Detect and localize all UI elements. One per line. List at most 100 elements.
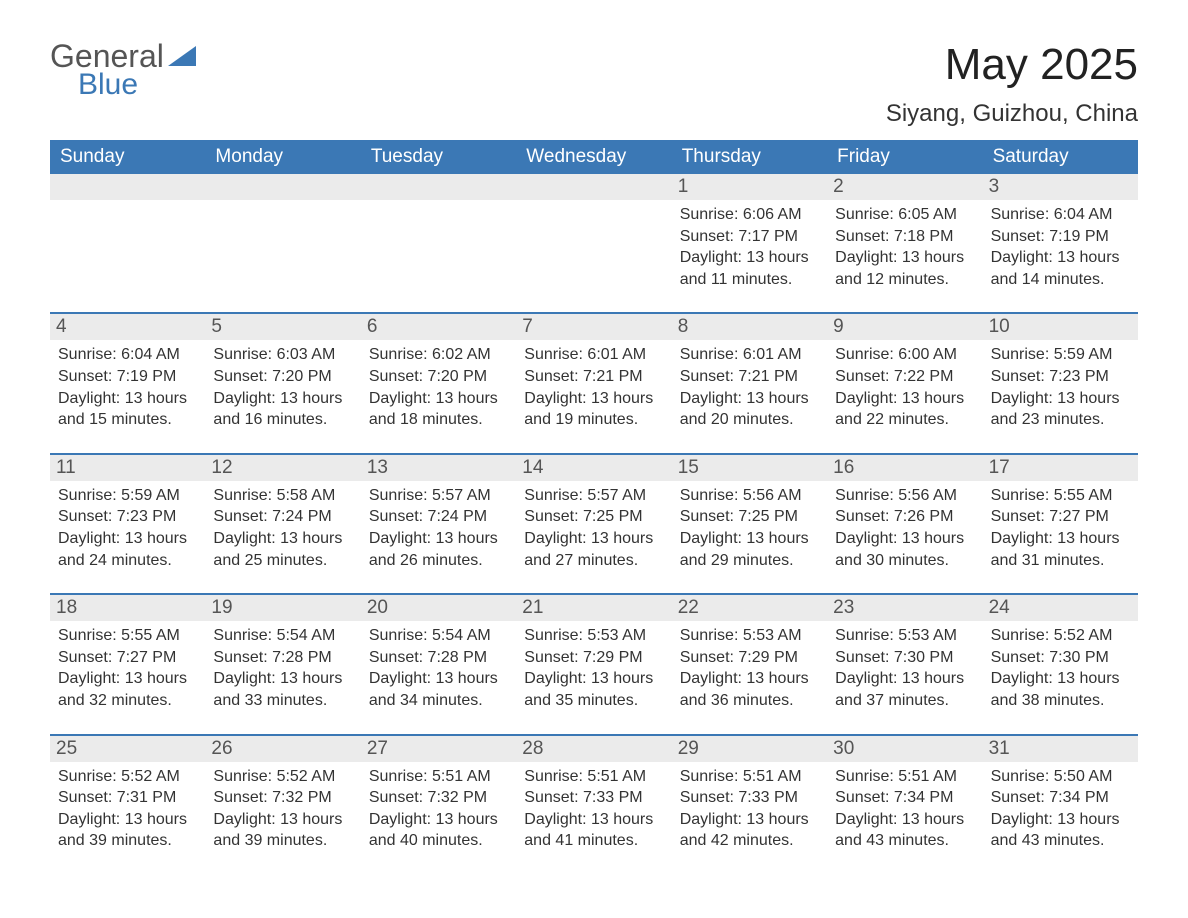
- day-cell: 21 Sunrise: 5:53 AMSunset: 7:29 PMDayligh…: [516, 595, 671, 733]
- day-info: Sunrise: 5:57 AMSunset: 7:24 PMDaylight:…: [367, 485, 510, 571]
- day-number: 14: [516, 455, 671, 481]
- header: General Blue May 2025 Siyang, Guizhou, C…: [50, 40, 1138, 128]
- day-number: 1: [672, 174, 827, 200]
- weekday-label: Wednesday: [516, 140, 671, 174]
- day-info: Sunrise: 5:52 AMSunset: 7:30 PMDaylight:…: [989, 625, 1132, 711]
- day-info: Sunrise: 6:03 AMSunset: 7:20 PMDaylight:…: [211, 344, 354, 430]
- day-number: 5: [205, 314, 360, 340]
- day-info: Sunrise: 5:50 AMSunset: 7:34 PMDaylight:…: [989, 766, 1132, 852]
- day-cell: [50, 174, 205, 312]
- logo-text-blue: Blue: [78, 70, 164, 100]
- day-info: Sunrise: 6:01 AMSunset: 7:21 PMDaylight:…: [522, 344, 665, 430]
- weekday-label: Monday: [205, 140, 360, 174]
- day-number: 9: [827, 314, 982, 340]
- day-info: Sunrise: 5:51 AMSunset: 7:32 PMDaylight:…: [367, 766, 510, 852]
- day-number: 11: [50, 455, 205, 481]
- day-info: Sunrise: 5:58 AMSunset: 7:24 PMDaylight:…: [211, 485, 354, 571]
- day-cell: 3Sunrise: 6:04 AMSunset: 7:19 PMDaylight…: [983, 174, 1138, 312]
- week-row: 25 Sunrise: 5:52 AMSunset: 7:31 PMDayligh…: [50, 734, 1138, 874]
- day-number: 15: [672, 455, 827, 481]
- day-cell: 14 Sunrise: 5:57 AMSunset: 7:25 PMDayligh…: [516, 455, 671, 593]
- day-info: Sunrise: 5:59 AMSunset: 7:23 PMDaylight:…: [56, 485, 199, 571]
- day-info: Sunrise: 5:55 AMSunset: 7:27 PMDaylight:…: [56, 625, 199, 711]
- weekday-label: Thursday: [672, 140, 827, 174]
- day-info: Sunrise: 5:54 AMSunset: 7:28 PMDaylight:…: [367, 625, 510, 711]
- title-block: May 2025 Siyang, Guizhou, China: [886, 40, 1138, 128]
- day-number: 20: [361, 595, 516, 621]
- day-cell: 11 Sunrise: 5:59 AMSunset: 7:23 PMDayligh…: [50, 455, 205, 593]
- day-cell: 17 Sunrise: 5:55 AMSunset: 7:27 PMDayligh…: [983, 455, 1138, 593]
- day-info: Sunrise: 5:51 AMSunset: 7:34 PMDaylight:…: [833, 766, 976, 852]
- weeks-container: 1Sunrise: 6:06 AMSunset: 7:17 PMDaylight…: [50, 174, 1138, 874]
- day-number: 21: [516, 595, 671, 621]
- day-cell: 25 Sunrise: 5:52 AMSunset: 7:31 PMDayligh…: [50, 736, 205, 874]
- week-row: 4 Sunrise: 6:04 AMSunset: 7:19 PMDaylight…: [50, 312, 1138, 452]
- weekday-label: Saturday: [983, 140, 1138, 174]
- day-cell: 12 Sunrise: 5:58 AMSunset: 7:24 PMDayligh…: [205, 455, 360, 593]
- day-number: 13: [361, 455, 516, 481]
- day-cell: 15 Sunrise: 5:56 AMSunset: 7:25 PMDayligh…: [672, 455, 827, 593]
- day-cell: 18Sunrise: 5:55 AMSunset: 7:27 PMDayligh…: [50, 595, 205, 733]
- day-cell: 19Sunrise: 5:54 AMSunset: 7:28 PMDayligh…: [205, 595, 360, 733]
- location-label: Siyang, Guizhou, China: [886, 100, 1138, 128]
- weekday-label: Sunday: [50, 140, 205, 174]
- day-number: 28: [516, 736, 671, 762]
- day-cell: 16 Sunrise: 5:56 AMSunset: 7:26 PMDayligh…: [827, 455, 982, 593]
- day-cell: 6 Sunrise: 6:02 AMSunset: 7:20 PMDaylight…: [361, 314, 516, 452]
- day-info: Sunrise: 5:51 AMSunset: 7:33 PMDaylight:…: [522, 766, 665, 852]
- day-info: Sunrise: 6:01 AMSunset: 7:21 PMDaylight:…: [678, 344, 821, 430]
- day-number: 29: [672, 736, 827, 762]
- day-cell: 27Sunrise: 5:51 AMSunset: 7:32 PMDayligh…: [361, 736, 516, 874]
- day-info: Sunrise: 5:55 AMSunset: 7:27 PMDaylight:…: [989, 485, 1132, 571]
- day-cell: 24 Sunrise: 5:52 AMSunset: 7:30 PMDayligh…: [983, 595, 1138, 733]
- day-info: Sunrise: 5:56 AMSunset: 7:26 PMDaylight:…: [833, 485, 976, 571]
- day-number: 25: [50, 736, 205, 762]
- weekday-label: Tuesday: [361, 140, 516, 174]
- day-cell: 20 Sunrise: 5:54 AMSunset: 7:28 PMDayligh…: [361, 595, 516, 733]
- day-number: 4: [50, 314, 205, 340]
- day-info: Sunrise: 5:52 AMSunset: 7:32 PMDaylight:…: [211, 766, 354, 852]
- day-cell: 31 Sunrise: 5:50 AMSunset: 7:34 PMDayligh…: [983, 736, 1138, 874]
- day-cell: 7Sunrise: 6:01 AMSunset: 7:21 PMDaylight…: [516, 314, 671, 452]
- day-cell: 4 Sunrise: 6:04 AMSunset: 7:19 PMDaylight…: [50, 314, 205, 452]
- day-number: 24: [983, 595, 1138, 621]
- day-cell: 30 Sunrise: 5:51 AMSunset: 7:34 PMDayligh…: [827, 736, 982, 874]
- day-cell: 13 Sunrise: 5:57 AMSunset: 7:24 PMDayligh…: [361, 455, 516, 593]
- day-info: Sunrise: 5:56 AMSunset: 7:25 PMDaylight:…: [678, 485, 821, 571]
- day-number: 6: [361, 314, 516, 340]
- day-number: 3: [983, 174, 1138, 200]
- day-info: Sunrise: 5:54 AMSunset: 7:28 PMDaylight:…: [211, 625, 354, 711]
- day-cell: 26 Sunrise: 5:52 AMSunset: 7:32 PMDayligh…: [205, 736, 360, 874]
- day-number: 17: [983, 455, 1138, 481]
- day-number: 8: [672, 314, 827, 340]
- day-number: 10: [983, 314, 1138, 340]
- day-number: 23: [827, 595, 982, 621]
- day-cell: 2Sunrise: 6:05 AMSunset: 7:18 PMDaylight…: [827, 174, 982, 312]
- week-row: 11 Sunrise: 5:59 AMSunset: 7:23 PMDayligh…: [50, 453, 1138, 593]
- day-number: 30: [827, 736, 982, 762]
- day-number: [50, 174, 205, 200]
- day-cell: 29Sunrise: 5:51 AMSunset: 7:33 PMDayligh…: [672, 736, 827, 874]
- weekday-label: Friday: [827, 140, 982, 174]
- day-cell: [516, 174, 671, 312]
- logo-triangle-icon: [168, 46, 196, 66]
- day-info: Sunrise: 5:57 AMSunset: 7:25 PMDaylight:…: [522, 485, 665, 571]
- day-info: Sunrise: 5:52 AMSunset: 7:31 PMDaylight:…: [56, 766, 199, 852]
- day-number: 16: [827, 455, 982, 481]
- weekday-header-row: SundayMondayTuesdayWednesdayThursdayFrid…: [50, 140, 1138, 174]
- day-cell: 8 Sunrise: 6:01 AMSunset: 7:21 PMDaylight…: [672, 314, 827, 452]
- day-cell: 10Sunrise: 5:59 AMSunset: 7:23 PMDayligh…: [983, 314, 1138, 452]
- calendar-grid: SundayMondayTuesdayWednesdayThursdayFrid…: [50, 140, 1138, 874]
- day-cell: 9 Sunrise: 6:00 AMSunset: 7:22 PMDaylight…: [827, 314, 982, 452]
- day-number: 31: [983, 736, 1138, 762]
- day-info: Sunrise: 6:04 AMSunset: 7:19 PMDaylight:…: [56, 344, 199, 430]
- day-cell: 22Sunrise: 5:53 AMSunset: 7:29 PMDayligh…: [672, 595, 827, 733]
- day-number: 12: [205, 455, 360, 481]
- day-info: Sunrise: 6:00 AMSunset: 7:22 PMDaylight:…: [833, 344, 976, 430]
- month-title: May 2025: [886, 40, 1138, 90]
- day-info: Sunrise: 5:53 AMSunset: 7:29 PMDaylight:…: [522, 625, 665, 711]
- day-info: Sunrise: 6:05 AMSunset: 7:18 PMDaylight:…: [833, 204, 976, 290]
- day-info: Sunrise: 6:02 AMSunset: 7:20 PMDaylight:…: [367, 344, 510, 430]
- day-number: 26: [205, 736, 360, 762]
- day-cell: 5 Sunrise: 6:03 AMSunset: 7:20 PMDaylight…: [205, 314, 360, 452]
